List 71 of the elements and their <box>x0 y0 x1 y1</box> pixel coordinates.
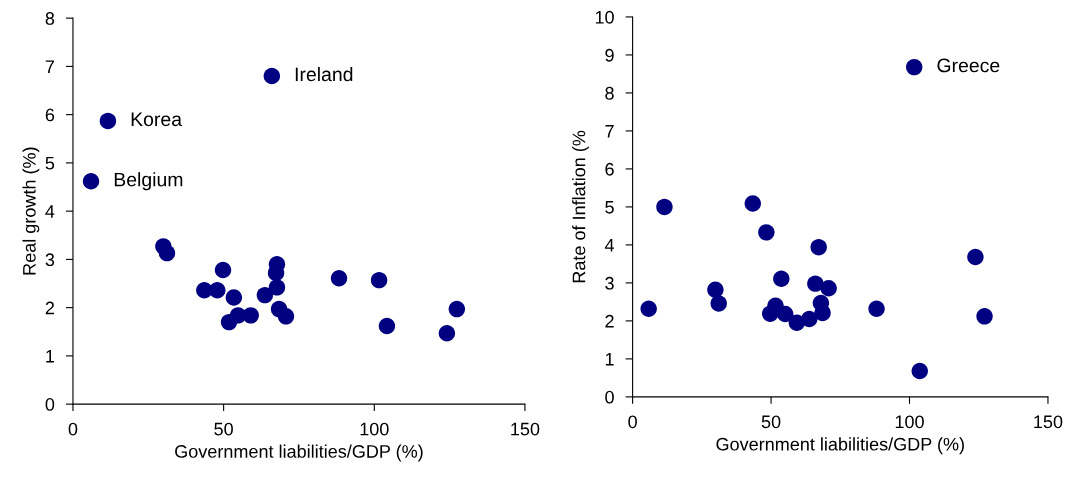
point <box>370 271 388 289</box>
point <box>967 248 984 266</box>
point <box>448 300 466 318</box>
point <box>268 279 286 296</box>
y-tick-label: 2 <box>45 301 54 315</box>
point <box>744 195 761 212</box>
point <box>762 305 779 322</box>
point <box>776 305 794 323</box>
point <box>640 300 657 317</box>
y-tick-label: 6 <box>605 162 614 176</box>
y-tick-label: 3 <box>45 253 55 267</box>
x-tick-label: 0 <box>68 422 78 436</box>
y-tick-label: 8 <box>605 86 614 100</box>
point <box>810 238 827 256</box>
y-tick-label: 1 <box>46 350 55 363</box>
y-tick-label: 4 <box>604 239 615 252</box>
point <box>263 67 281 85</box>
annotation: Korea <box>131 112 183 127</box>
point <box>707 281 724 298</box>
point <box>378 317 396 335</box>
point <box>814 304 831 322</box>
x-tick-label: 100 <box>895 415 924 429</box>
point <box>277 308 295 325</box>
y-tick-label: 8 <box>45 12 55 25</box>
y-tick-label: 3 <box>605 276 614 290</box>
annotation: Belgium <box>114 172 183 191</box>
y-tick-label: 5 <box>45 157 55 170</box>
point <box>99 112 117 130</box>
point <box>438 325 456 342</box>
y-tick-label: 0 <box>605 390 614 404</box>
point <box>225 289 243 306</box>
point <box>807 275 824 292</box>
point <box>868 300 885 317</box>
point <box>976 308 993 325</box>
y-tick-label: 5 <box>605 201 614 214</box>
y-tick-label: 7 <box>605 125 614 138</box>
annotation: Greece <box>937 58 1000 73</box>
point <box>801 310 818 328</box>
x-tick-label: 150 <box>1034 415 1063 429</box>
y-tick-label: 6 <box>45 108 55 122</box>
point <box>82 173 100 190</box>
point <box>820 280 837 297</box>
y-tick-label: 10 <box>595 10 614 24</box>
x-axis-title: Government liabilities/GDP (%) <box>175 444 423 462</box>
x-tick-label: 0 <box>628 415 637 429</box>
y-tick-label: 4 <box>45 205 55 218</box>
y-tick-label: 2 <box>605 314 614 328</box>
point <box>773 270 790 287</box>
x-tick-label: 150 <box>511 422 540 436</box>
point <box>710 295 727 312</box>
y-axis-title: Real growth (%) <box>22 147 40 275</box>
point <box>656 198 673 216</box>
y-tick-label: 0 <box>45 398 55 411</box>
y-tick-label: 9 <box>605 48 614 62</box>
point <box>330 269 348 287</box>
point <box>158 244 176 262</box>
y-tick-label: 1 <box>605 353 614 366</box>
point <box>911 362 928 380</box>
point <box>906 58 923 76</box>
point <box>256 286 274 304</box>
x-tick-label: 50 <box>761 415 781 429</box>
x-tick-label: 50 <box>214 422 233 436</box>
x-tick-label: 100 <box>360 422 389 436</box>
y-axis-title: Rate of Inflation (% <box>572 130 589 283</box>
point <box>214 261 232 279</box>
annotation: Ireland <box>295 66 353 82</box>
point <box>196 282 213 299</box>
point <box>758 224 775 241</box>
x-axis-title: Government liabilities/GDP (%) <box>716 437 964 455</box>
point <box>242 307 259 324</box>
y-tick-label: 7 <box>45 60 54 73</box>
